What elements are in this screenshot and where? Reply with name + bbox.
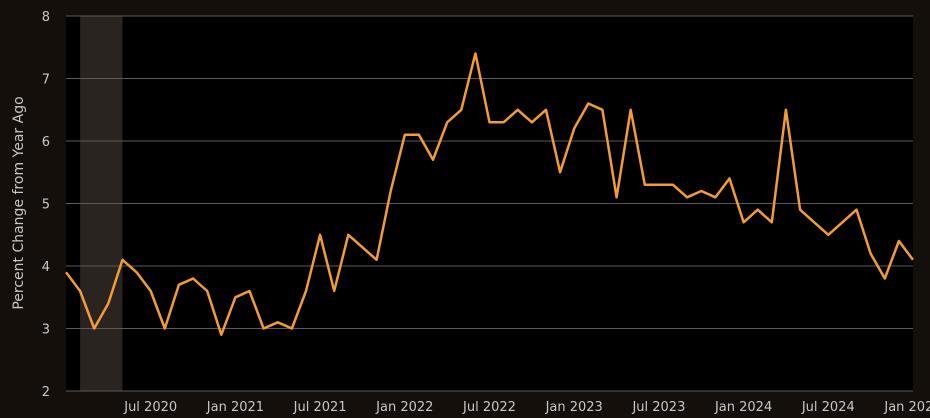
y-tick-label: 7 bbox=[42, 73, 50, 88]
x-tick-label: Jan 2022 bbox=[375, 400, 433, 415]
x-tick-label: Jan 2024 bbox=[714, 400, 772, 415]
x-tick-label: Jan 2021 bbox=[206, 400, 264, 415]
x-tick-label: Jul 2020 bbox=[123, 400, 177, 415]
y-tick-label: 2 bbox=[42, 385, 50, 400]
y-tick-label: 6 bbox=[42, 135, 50, 150]
x-tick-label: Jul 2024 bbox=[801, 400, 855, 415]
y-tick-label: 5 bbox=[42, 198, 50, 213]
x-tick-label: Jan 2025 bbox=[883, 400, 930, 415]
x-tick-label: Jul 2021 bbox=[293, 400, 347, 415]
x-tick-label: Jul 2023 bbox=[631, 400, 685, 415]
y-axis-label: Percent Change from Year Ago bbox=[11, 96, 27, 309]
x-tick-label: Jul 2022 bbox=[462, 400, 516, 415]
y-tick-label: 4 bbox=[42, 260, 50, 275]
y-tick-label: 3 bbox=[42, 323, 50, 338]
y-tick-label: 8 bbox=[42, 10, 50, 25]
x-tick-label: Jan 2023 bbox=[545, 400, 603, 415]
